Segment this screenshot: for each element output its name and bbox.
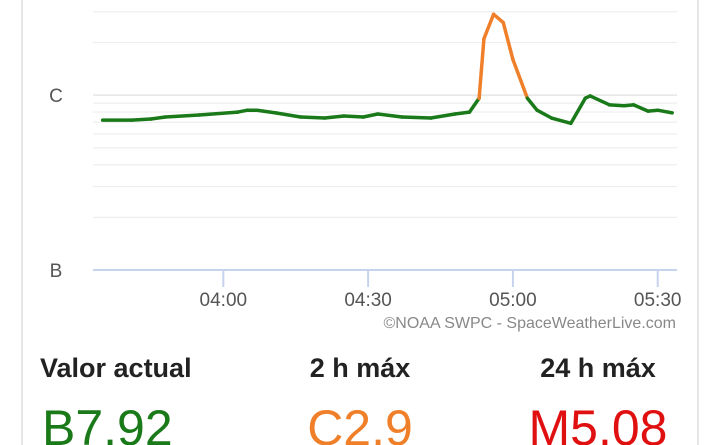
line-segment — [525, 96, 539, 112]
x-tick-label: 04:30 — [344, 290, 392, 311]
line-segment — [342, 114, 366, 119]
stat-label: 2 h máx — [310, 353, 411, 383]
line-segment — [535, 108, 554, 120]
credit: ©NOAA SWPC - SpaceWeatherLive.com — [384, 315, 676, 332]
stat-value: M5.08 — [529, 400, 668, 445]
line-segment — [607, 103, 626, 108]
line-segment — [163, 113, 201, 119]
line-segment — [631, 103, 650, 113]
line-segment — [467, 96, 481, 114]
line-segment — [129, 117, 153, 122]
x-tick-label: 05:00 — [489, 290, 537, 311]
line-segment — [511, 57, 530, 100]
line-segment — [482, 12, 496, 41]
line-segment — [491, 12, 505, 25]
line-segment — [429, 112, 457, 120]
stat-label: Valor actual — [40, 353, 192, 383]
line-segment — [400, 115, 433, 120]
line-segment — [588, 94, 612, 107]
y-tick-label: B — [50, 261, 63, 282]
line-segment — [361, 112, 380, 119]
line-segment — [569, 96, 588, 126]
line-segment — [322, 114, 346, 120]
line-segment — [549, 116, 573, 126]
stat-value: B7.92 — [42, 400, 173, 445]
line-segment — [453, 110, 472, 116]
stat-value: C2.9 — [307, 400, 413, 445]
line-segment — [255, 108, 279, 115]
line-segment — [274, 111, 303, 119]
line-segment — [501, 20, 515, 62]
x-tick-label: 04:00 — [200, 290, 248, 311]
line-segment — [197, 110, 240, 117]
line-segment — [298, 115, 327, 120]
line-segment — [477, 37, 486, 100]
line-segment — [149, 115, 168, 121]
line-segment — [655, 108, 674, 115]
line-segment — [376, 112, 404, 119]
y-tick-label: C — [49, 86, 63, 107]
x-tick-label: 05:30 — [634, 290, 682, 311]
stat-label: 24 h máx — [540, 353, 656, 383]
